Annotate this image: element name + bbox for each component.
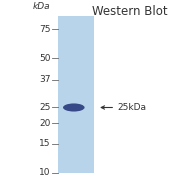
Text: 10: 10 <box>39 168 50 177</box>
Text: 50: 50 <box>39 54 50 63</box>
Ellipse shape <box>63 103 85 112</box>
Text: Western Blot: Western Blot <box>92 5 167 18</box>
Text: 25kDa: 25kDa <box>117 103 146 112</box>
Text: kDa: kDa <box>33 2 50 11</box>
Bar <box>58 16 94 173</box>
Text: 25: 25 <box>39 103 50 112</box>
Text: 20: 20 <box>39 119 50 128</box>
Text: 15: 15 <box>39 139 50 148</box>
Text: 37: 37 <box>39 75 50 84</box>
Text: 75: 75 <box>39 25 50 34</box>
